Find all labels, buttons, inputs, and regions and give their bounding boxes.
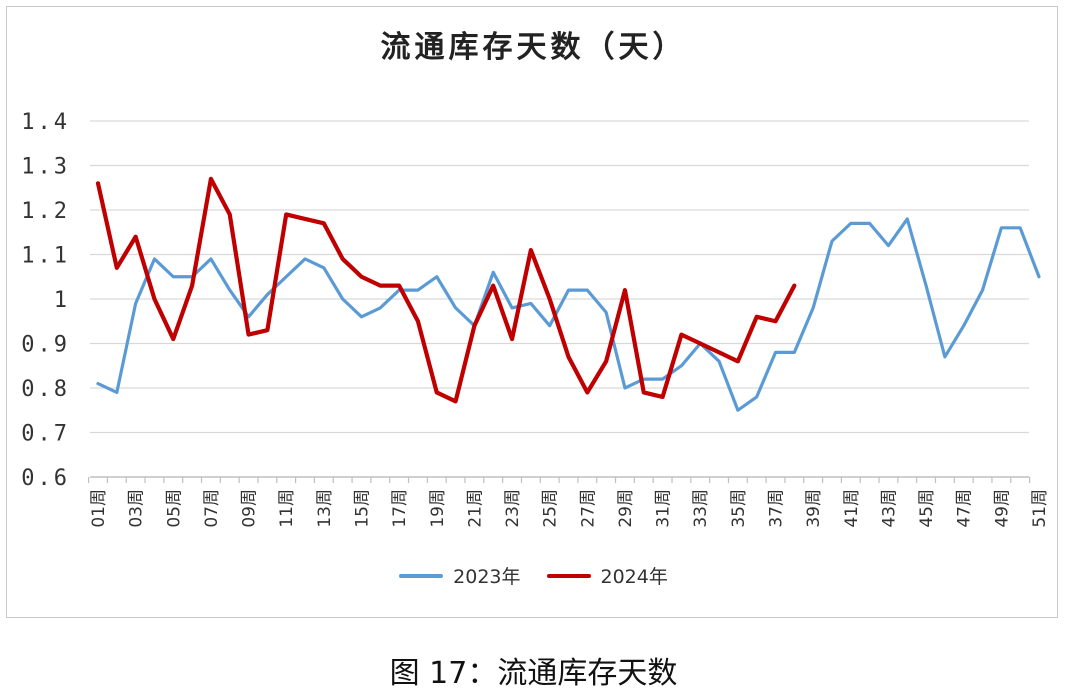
y-tick-label: 1.1 <box>21 244 70 269</box>
x-tick-label: 15周 <box>352 489 372 528</box>
y-tick-label: 1 <box>54 288 70 313</box>
y-tick-label: 0.9 <box>21 333 70 358</box>
x-tick-label: 01周 <box>89 489 109 528</box>
x-tick-label: 45周 <box>917 489 937 528</box>
legend-label-2023: 2023年 <box>453 566 521 588</box>
x-tick-label: 25周 <box>541 489 561 528</box>
y-axis-ticks: 1.4 1.3 1.2 1.1 1 0.9 0.8 0.7 0.6 <box>21 110 70 491</box>
figure-caption: 图 17：流通库存天数 <box>389 656 678 691</box>
x-tick-label: 23周 <box>503 489 523 528</box>
legend: 2023年 2024年 <box>0 562 1067 589</box>
x-tick-label: 17周 <box>390 489 410 528</box>
x-tick-label: 05周 <box>164 489 184 528</box>
x-tick-label: 07周 <box>202 489 222 528</box>
x-tick-label: 41周 <box>842 489 862 528</box>
x-tick-label: 51周 <box>1030 489 1050 528</box>
x-tick-label: 11周 <box>277 489 297 528</box>
y-tick-label: 0.8 <box>21 377 70 402</box>
x-tick-label: 49周 <box>992 489 1012 528</box>
x-tick-label: 31周 <box>654 489 674 528</box>
y-tick-label: 1.2 <box>21 199 70 224</box>
x-tick-label: 37周 <box>767 489 787 528</box>
x-tick-label: 13周 <box>315 489 335 528</box>
series-lines <box>95 176 1041 412</box>
x-tick-label: 29周 <box>616 489 636 528</box>
x-tick-label: 47周 <box>955 489 975 528</box>
y-tick-label: 1.4 <box>21 110 70 135</box>
x-tick-label: 43周 <box>879 489 899 528</box>
gridlines <box>90 120 1029 434</box>
x-tick-label: 35周 <box>729 489 749 528</box>
legend-label-2024: 2024年 <box>600 566 668 588</box>
chart-title: 流通库存天数（天） <box>380 30 687 65</box>
legend-swatch-2024 <box>546 573 591 578</box>
y-tick-label: 0.7 <box>21 422 70 447</box>
x-tick-label: 19周 <box>428 489 448 528</box>
y-tick-label: 1.3 <box>21 155 70 180</box>
x-tick-label: 27周 <box>578 489 598 528</box>
x-tick-label: 03周 <box>127 489 147 528</box>
series-line-2024 <box>95 176 797 404</box>
x-tick-label: 33周 <box>691 489 711 528</box>
series-line-2023 <box>96 217 1041 412</box>
x-axis <box>87 476 1031 483</box>
legend-swatch-2023 <box>399 573 444 578</box>
x-tick-label: 39周 <box>804 489 824 528</box>
legend-item-2024: 2024年 <box>546 562 668 589</box>
y-tick-label: 0.6 <box>21 466 70 491</box>
legend-item-2023: 2023年 <box>399 562 521 589</box>
x-tick-label: 21周 <box>465 489 485 528</box>
x-axis-ticks: 01周 03周 05周 07周 09周 11周 13周 15周 17周 19周 21周 23周 25周 2… <box>89 489 1050 528</box>
x-tick-label: 09周 <box>240 489 260 528</box>
